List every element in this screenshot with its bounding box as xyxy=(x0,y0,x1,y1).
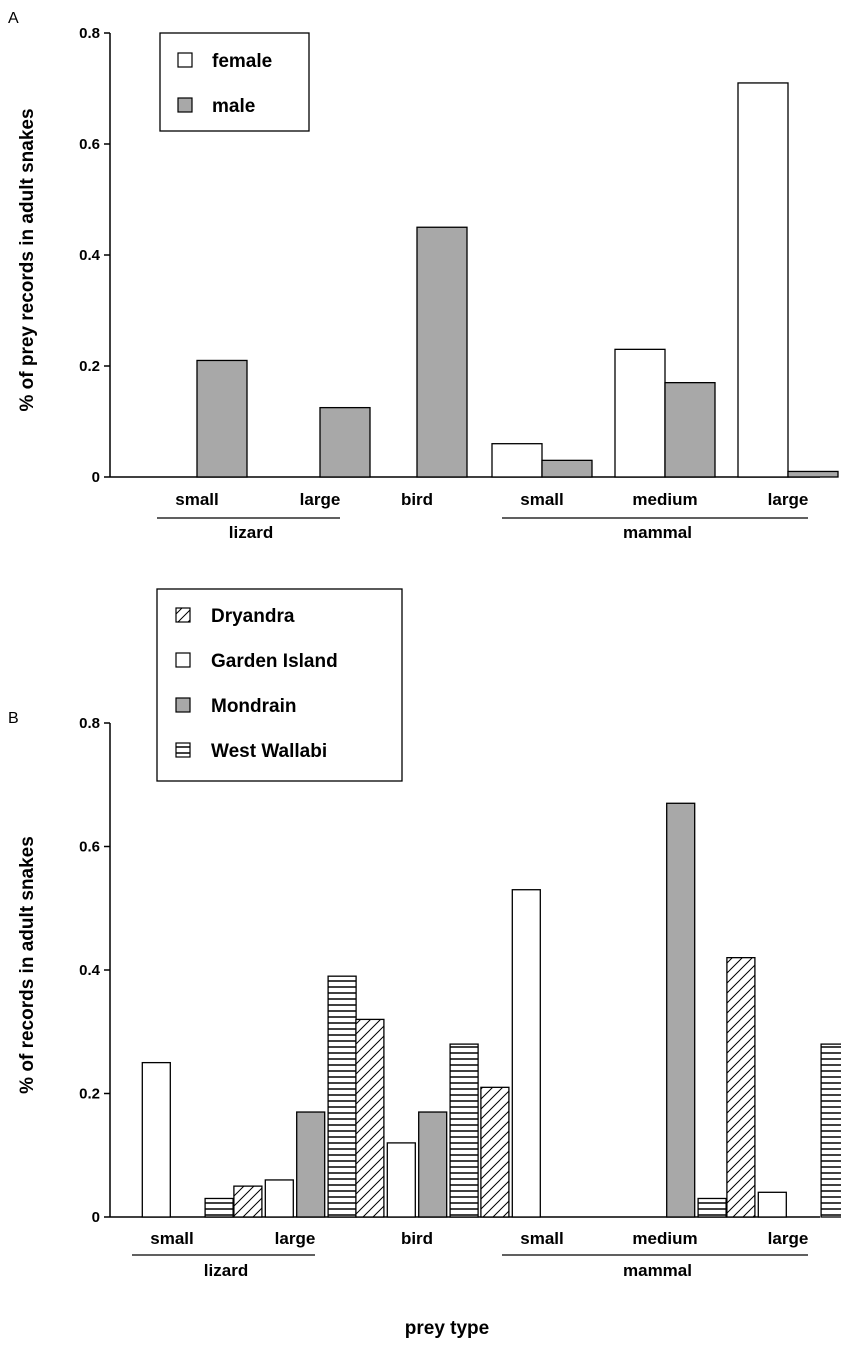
bar-mondrain xyxy=(296,1111,326,1218)
category-label: small xyxy=(175,490,218,509)
bar-mondrain xyxy=(666,802,696,1218)
legend-swatch xyxy=(175,652,191,668)
legend-box xyxy=(156,588,403,782)
category-label: small xyxy=(150,1229,193,1248)
bar-dryandra xyxy=(233,1185,263,1218)
bar-west-wallabi xyxy=(820,1043,841,1218)
bar-male xyxy=(416,226,468,478)
category-label: medium xyxy=(632,1229,697,1248)
y-tick-label: 0.8 xyxy=(79,25,100,42)
y-tick-label: 0.4 xyxy=(79,962,101,979)
legend-swatch xyxy=(175,742,191,758)
legend-label: Mondrain xyxy=(211,696,297,717)
legend-swatch xyxy=(175,607,191,623)
y-tick-label: 0 xyxy=(92,469,100,486)
bar-mondrain xyxy=(418,1111,448,1218)
legend-label: male xyxy=(212,96,255,117)
panel-label-b: B xyxy=(8,710,19,727)
category-label: small xyxy=(520,490,563,509)
bar-garden-island xyxy=(386,1142,416,1218)
legend-swatch xyxy=(175,697,191,713)
y-tick-label: 0.6 xyxy=(79,136,100,153)
category-label: large xyxy=(768,1229,809,1248)
bar-garden-island xyxy=(264,1179,294,1218)
y-tick-label: 0 xyxy=(92,1209,100,1226)
bar-west-wallabi xyxy=(327,975,357,1218)
legend-label: Dryandra xyxy=(211,606,295,627)
bar-male xyxy=(319,406,371,478)
legend-label: Garden Island xyxy=(211,651,338,672)
group-label: mammal xyxy=(623,1261,692,1280)
bar-male xyxy=(541,459,593,478)
bar-west-wallabi xyxy=(204,1197,234,1218)
chart-b: 0 0.2 0.4 0.6 0.8 small large bird small medium la… xyxy=(79,588,841,1280)
category-label: bird xyxy=(401,490,433,509)
legend-box xyxy=(159,32,310,132)
group-label: lizard xyxy=(204,1261,248,1280)
y-tick-label: 0.4 xyxy=(79,247,101,264)
category-label: bird xyxy=(401,1229,433,1248)
bar-west-wallabi xyxy=(697,1197,727,1218)
legend-label: female xyxy=(212,51,272,72)
y-tick-label: 0.8 xyxy=(79,715,100,732)
category-label: large xyxy=(768,490,809,509)
category-label: large xyxy=(300,490,341,509)
bar-female xyxy=(491,443,543,478)
group-label: lizard xyxy=(229,523,273,542)
bar-dryandra xyxy=(355,1018,385,1218)
bar-male xyxy=(787,470,839,478)
category-label: medium xyxy=(632,490,697,509)
bar-garden-island xyxy=(757,1191,787,1218)
category-label: large xyxy=(275,1229,316,1248)
bar-garden-island xyxy=(141,1061,171,1218)
y-axis-label-b: % of records in adult snakes xyxy=(17,836,38,1094)
legend-swatch xyxy=(177,97,193,113)
bar-male xyxy=(664,381,716,478)
y-tick-label: 0.2 xyxy=(79,358,100,375)
bar-dryandra xyxy=(480,1086,510,1218)
x-axis-label: prey type xyxy=(405,1318,489,1339)
legend-label: West Wallabi xyxy=(211,741,327,762)
bar-dryandra xyxy=(726,957,756,1218)
y-tick-label: 0.2 xyxy=(79,1086,100,1103)
group-label: mammal xyxy=(623,523,692,542)
bar-west-wallabi xyxy=(449,1043,479,1218)
bar-female xyxy=(614,348,666,478)
category-label: small xyxy=(520,1229,563,1248)
bar-garden-island xyxy=(511,889,541,1218)
panel-label-a: A xyxy=(8,10,19,27)
legend-swatch xyxy=(177,52,193,68)
y-axis-label-a: % of prey records in adult snakes xyxy=(17,108,38,411)
y-tick-label: 0.6 xyxy=(79,839,100,856)
chart-a: 0 0.2 0.4 0.6 0.8 small large bird small medium la… xyxy=(79,25,839,542)
bar-male xyxy=(196,359,248,478)
bar-female xyxy=(737,82,789,478)
